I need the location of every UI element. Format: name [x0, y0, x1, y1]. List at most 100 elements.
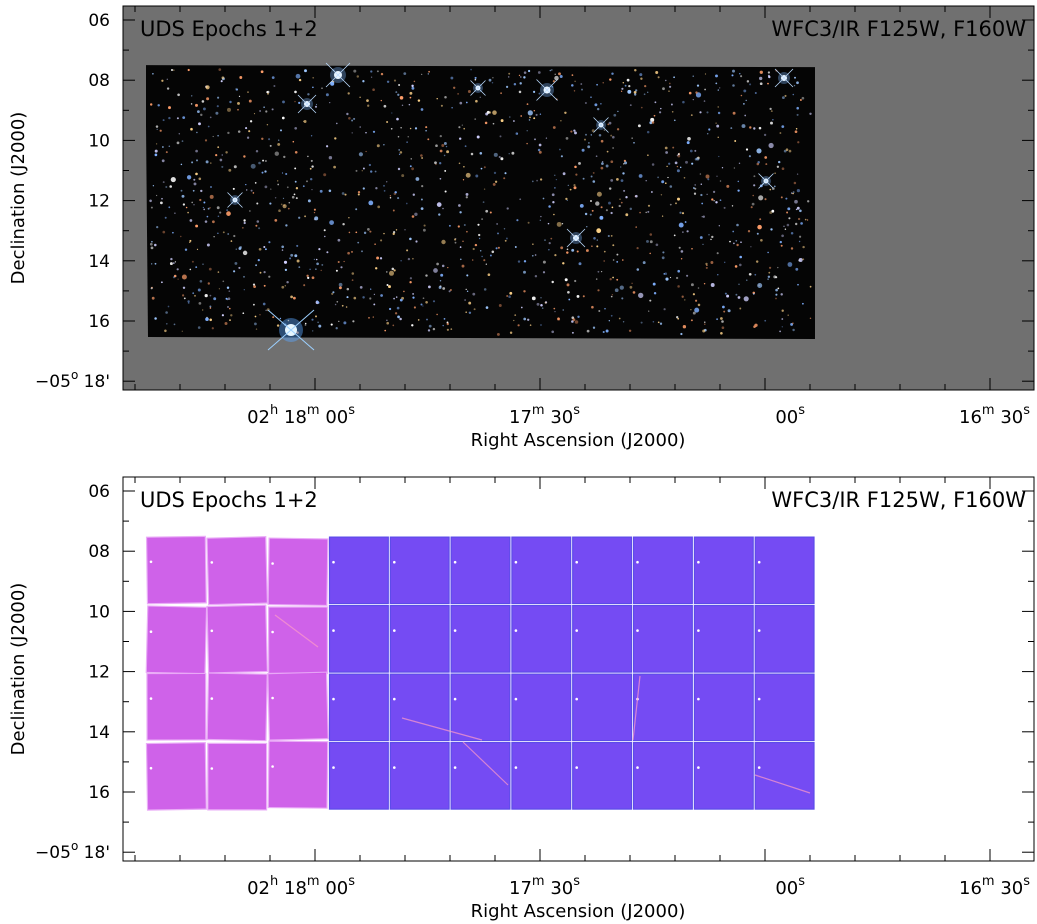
source	[539, 219, 541, 221]
source	[548, 205, 551, 208]
source	[611, 206, 614, 209]
tile-marker	[636, 629, 639, 632]
source	[807, 200, 810, 203]
source	[552, 80, 556, 83]
source	[187, 68, 190, 72]
source	[476, 135, 480, 139]
source	[398, 148, 401, 151]
y-tick-label: 10	[88, 602, 110, 622]
source	[294, 150, 298, 154]
source	[258, 227, 261, 230]
source	[406, 141, 408, 143]
source	[399, 151, 403, 154]
source	[512, 120, 515, 122]
source	[154, 262, 157, 265]
source	[237, 101, 240, 105]
source	[211, 327, 214, 330]
source	[409, 91, 413, 95]
source	[458, 162, 461, 165]
source	[329, 220, 334, 225]
source	[472, 292, 476, 296]
source	[380, 72, 384, 76]
source	[303, 120, 307, 123]
source	[710, 238, 712, 241]
source	[704, 88, 706, 91]
tile-marker	[149, 697, 153, 700]
source	[242, 312, 245, 315]
tile-marker	[757, 766, 761, 769]
tile-marker	[636, 560, 639, 564]
tile-marker	[697, 697, 700, 701]
source	[790, 192, 793, 194]
source	[638, 292, 644, 299]
source	[446, 328, 449, 331]
source	[192, 189, 195, 192]
source	[150, 287, 153, 290]
source	[190, 95, 193, 97]
x-tick-label: 00s	[775, 874, 805, 899]
source	[296, 331, 299, 334]
source	[376, 256, 380, 260]
exposure-tile	[389, 741, 450, 810]
source	[162, 119, 165, 122]
source	[634, 68, 637, 72]
source	[710, 261, 714, 264]
source	[397, 167, 401, 171]
source	[370, 76, 373, 78]
source	[427, 329, 431, 332]
source	[605, 209, 608, 212]
source	[394, 191, 397, 194]
source	[400, 127, 402, 129]
tile-marker	[210, 561, 214, 564]
source	[557, 317, 560, 320]
source	[176, 268, 179, 271]
source	[611, 72, 614, 75]
source	[226, 298, 229, 301]
source	[750, 206, 753, 209]
source	[523, 317, 527, 321]
source	[664, 182, 667, 185]
source	[639, 73, 643, 77]
source	[491, 82, 494, 84]
source	[768, 271, 771, 274]
source	[531, 296, 536, 301]
source	[221, 165, 224, 168]
source	[533, 117, 536, 120]
source	[758, 126, 762, 130]
exposure-tile	[267, 671, 329, 741]
source	[204, 139, 208, 142]
source	[652, 282, 656, 286]
source	[311, 318, 314, 321]
source	[462, 179, 465, 181]
source	[260, 70, 264, 74]
source	[393, 79, 397, 82]
source	[527, 318, 530, 321]
source	[279, 317, 282, 320]
source	[514, 246, 517, 248]
source	[475, 99, 478, 103]
source	[366, 99, 369, 102]
source	[287, 207, 290, 210]
source	[281, 172, 284, 174]
source	[695, 92, 702, 98]
source	[258, 247, 262, 251]
source	[801, 96, 805, 100]
source	[330, 81, 335, 86]
source	[225, 151, 228, 154]
source	[780, 196, 783, 199]
source	[246, 136, 250, 139]
source	[557, 317, 561, 321]
source	[190, 103, 193, 105]
source	[439, 280, 442, 282]
source	[540, 215, 542, 218]
source	[227, 107, 231, 112]
exposure-tile	[450, 741, 511, 810]
tile-marker	[393, 697, 396, 701]
source	[395, 91, 398, 94]
source	[540, 324, 542, 326]
source	[261, 171, 264, 174]
source	[392, 232, 395, 236]
source	[393, 297, 395, 300]
source	[217, 96, 220, 99]
source	[413, 306, 416, 309]
